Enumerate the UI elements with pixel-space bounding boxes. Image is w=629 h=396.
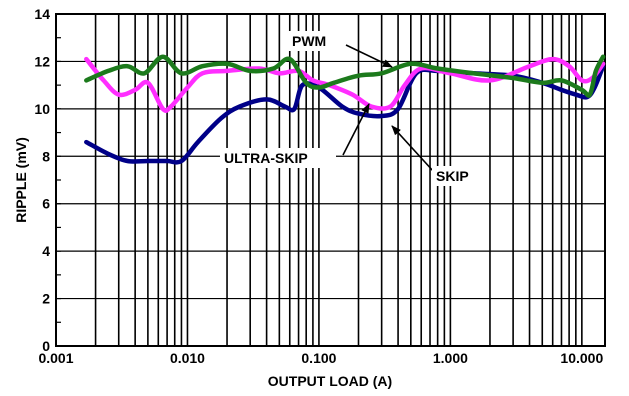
series-layer (84, 54, 606, 165)
plot-frame (55, 13, 606, 347)
annotation-arrow (391, 125, 435, 173)
y-tick-label: 8 (42, 148, 50, 164)
x-tick-label: 10.000 (560, 350, 603, 366)
annotation-ultra-skip: ULTRA-SKIP (224, 150, 308, 166)
annotation-pwm: PWM (292, 33, 326, 49)
y-tick-label: 6 (42, 196, 50, 212)
annotation-bg (220, 148, 336, 168)
annotation-arrow (345, 44, 393, 68)
tick-labels: 0 2 4 6 8 10 12 14 0.001 0.010 0.100 1.000 10.000 (34, 6, 603, 366)
series-line-skip (84, 56, 606, 114)
x-tick-label: 0.001 (38, 350, 73, 366)
y-tick-label: 2 (42, 291, 50, 307)
x-tick-label: 0.100 (301, 350, 336, 366)
y-tick-label: 12 (34, 53, 50, 69)
annotation-bg (432, 166, 486, 186)
annotation-arrow (342, 103, 370, 156)
y-tick-label: 14 (34, 6, 50, 22)
series-line-ultra-skip (84, 63, 606, 165)
x-axis-title: OUTPUT LOAD (A) (268, 373, 392, 389)
y-tick-label: 0 (42, 338, 50, 354)
annotation-bg (288, 31, 340, 51)
annotations: PWM SKIP ULTRA-SKIP (220, 31, 486, 186)
annotation-skip: SKIP (436, 168, 469, 184)
y-axis-title: RIPPLE (mV) (13, 137, 29, 223)
y-tick-label: 10 (34, 101, 50, 117)
x-tick-label: 0.010 (170, 350, 205, 366)
series-line-pwm (84, 54, 606, 98)
x-tick-label: 1.000 (433, 350, 468, 366)
grid-lines (55, 13, 605, 347)
y-tick-label: 4 (42, 243, 50, 259)
